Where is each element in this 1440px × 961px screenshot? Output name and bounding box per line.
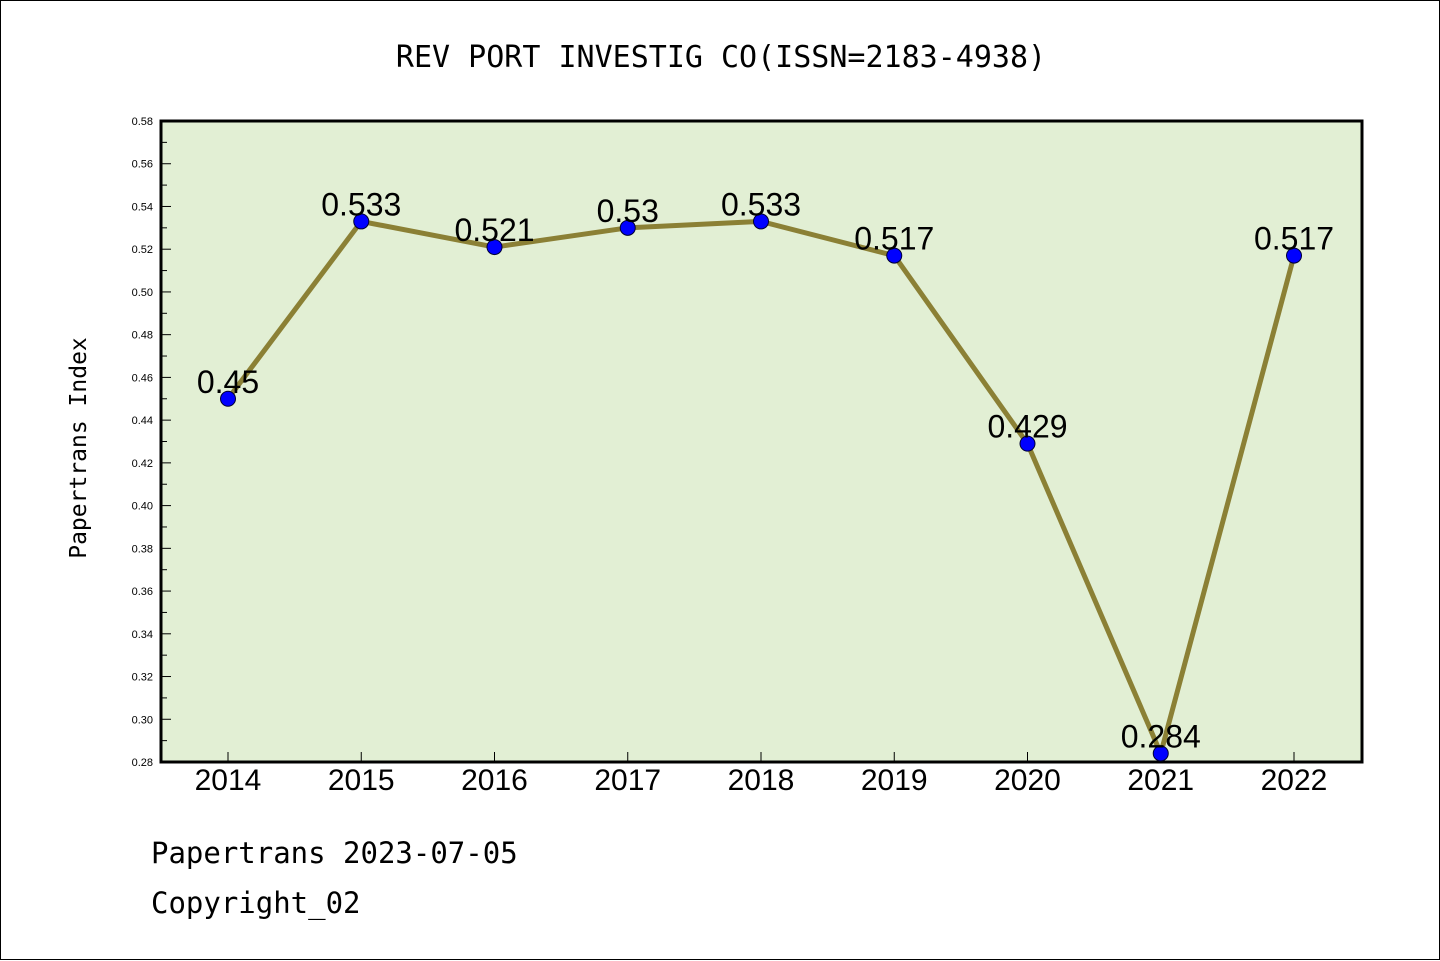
data-point [486, 239, 503, 256]
data-point [353, 213, 370, 230]
data-label: 0.45 [197, 364, 259, 400]
y-tick-label: 0.36 [132, 586, 153, 598]
data-points [220, 213, 1302, 762]
y-tick-label: 0.28 [132, 757, 153, 769]
data-label: 0.533 [321, 186, 401, 222]
y-tick-label: 0.54 [132, 201, 153, 213]
data-point [1286, 247, 1302, 264]
y-axis-label: Papertrans Index [66, 337, 92, 559]
y-tick-label: 0.30 [132, 714, 153, 726]
y-tick-label: 0.42 [132, 458, 153, 470]
y-tick-label: 0.58 [132, 116, 153, 128]
y-tick-label: 0.56 [132, 159, 153, 171]
data-point [1152, 745, 1169, 762]
x-tick-label: 2020 [994, 764, 1061, 797]
footer-copyright: Copyright_02 [151, 886, 361, 920]
data-labels: 0.45 0.533 0.521 0.53 0.533 0.517 0.429 0.284 0.… [197, 186, 1334, 754]
data-label: 0.517 [1254, 221, 1334, 257]
y-tick-label: 0.50 [132, 287, 153, 299]
footer-date: Papertrans 2023-07-05 [151, 836, 518, 870]
data-label: 0.521 [454, 212, 534, 248]
x-tick-label: 2018 [728, 764, 795, 797]
data-point [753, 213, 769, 230]
x-tick-label: 2021 [1127, 764, 1194, 797]
x-tick-label: 2017 [594, 764, 661, 797]
x-tick-label: 2022 [1261, 764, 1328, 797]
y-tick-label: 0.34 [132, 629, 153, 641]
y-tick-label: 0.32 [132, 672, 153, 684]
x-tick-label: 2016 [461, 764, 528, 797]
chart-title: REV PORT INVESTIG CO(ISSN=2183-4938) [396, 40, 1046, 75]
data-label: 0.53 [597, 193, 659, 229]
y-axis-ticks: 0.28 0.30 0.32 0.34 0.36 0.38 0.40 0.42 0.44 0.46… [132, 116, 171, 769]
y-tick-label: 0.44 [132, 415, 153, 427]
y-tick-label: 0.46 [132, 372, 153, 384]
data-point [886, 247, 903, 264]
y-tick-label: 0.38 [132, 543, 153, 555]
data-label: 0.429 [987, 409, 1067, 445]
y-tick-label: 0.52 [132, 244, 153, 256]
data-point [1019, 435, 1036, 452]
data-label: 0.284 [1121, 718, 1201, 754]
x-axis-ticks: 2014 2015 2016 2017 2018 2019 2020 2021 2022 [195, 752, 1328, 797]
data-point [220, 390, 236, 407]
x-tick-label: 2014 [195, 764, 262, 797]
x-tick-label: 2019 [861, 764, 928, 797]
data-label: 0.533 [721, 186, 801, 222]
x-tick-label: 2015 [328, 764, 395, 797]
data-label: 0.517 [854, 221, 934, 257]
y-tick-label: 0.48 [132, 330, 153, 342]
data-point [619, 219, 636, 236]
y-tick-label: 0.40 [132, 501, 153, 513]
